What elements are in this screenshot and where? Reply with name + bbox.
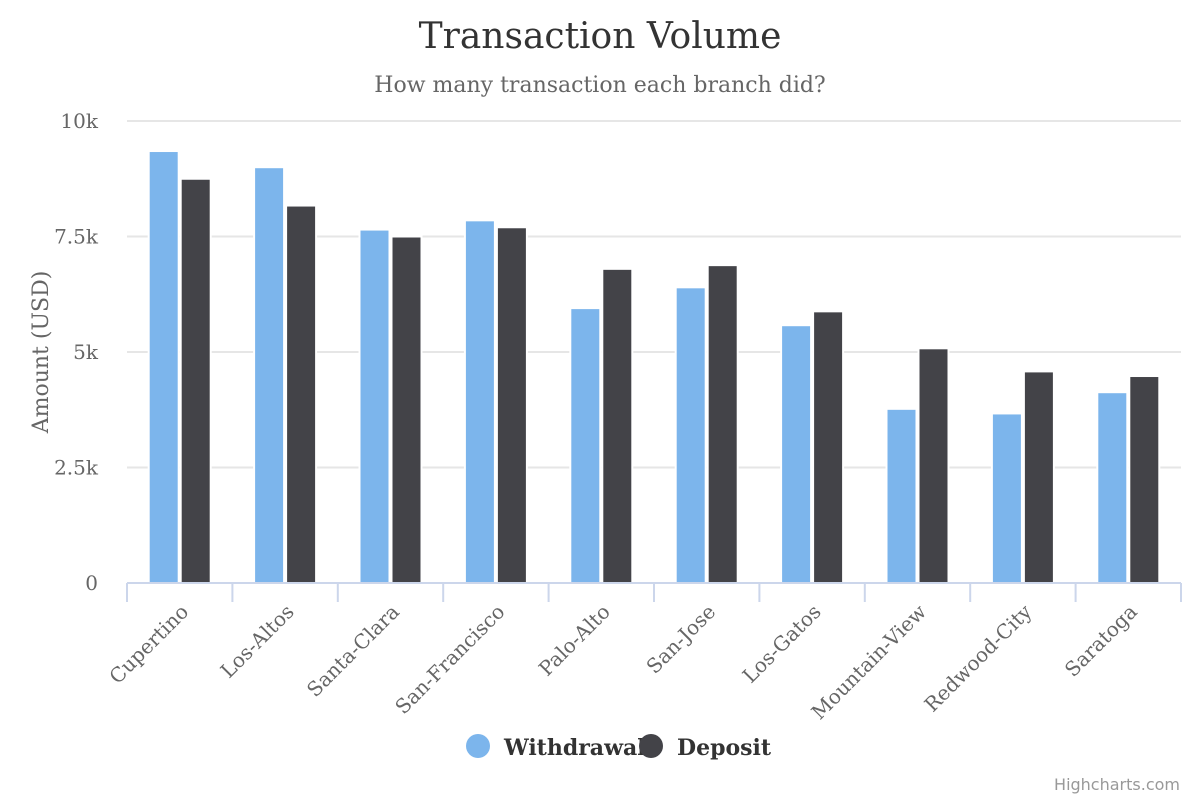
y-tick-label: 7.5k bbox=[54, 225, 99, 249]
bar-withdrawal[interactable] bbox=[674, 286, 707, 584]
bar-deposit[interactable] bbox=[601, 267, 634, 584]
legend-item-deposit[interactable]: Deposit bbox=[639, 734, 772, 761]
x-tick-label: Saratoga bbox=[1060, 600, 1142, 682]
chart-subtitle: How many transaction each branch did? bbox=[374, 73, 825, 98]
bar-withdrawal[interactable] bbox=[463, 219, 496, 585]
bar-withdrawal[interactable] bbox=[1096, 391, 1129, 584]
bar-withdrawal[interactable] bbox=[990, 412, 1023, 585]
legend: Withdrawal Deposit bbox=[466, 734, 772, 761]
x-tick-label: Los-Gatos bbox=[738, 600, 826, 688]
y-tick-label: 0 bbox=[85, 571, 98, 595]
x-tick-label: Los-Altos bbox=[216, 600, 299, 683]
x-tick-label: Palo-Alto bbox=[534, 600, 615, 681]
y-axis-ticks: 0 2.5k 5k 7.5k 10k bbox=[54, 109, 99, 595]
chart-title: Transaction Volume bbox=[419, 16, 782, 57]
x-tick-label: Cupertino bbox=[104, 600, 193, 689]
x-axis-ticks: Cupertino Los-Altos Santa-ClaraSan-Francis… bbox=[104, 599, 1142, 724]
bar-withdrawal[interactable] bbox=[780, 324, 813, 584]
bar-deposit[interactable] bbox=[917, 347, 950, 584]
y-axis-title: Amount (USD) bbox=[29, 271, 54, 435]
bar-withdrawal[interactable] bbox=[885, 407, 918, 584]
credits: Highcharts.com bbox=[1054, 775, 1180, 794]
bar-deposit[interactable] bbox=[706, 264, 739, 584]
bar-deposit[interactable] bbox=[179, 177, 212, 584]
x-tick-label: Redwood-City bbox=[919, 599, 1037, 717]
bar-withdrawal[interactable] bbox=[253, 166, 286, 584]
bar-deposit[interactable] bbox=[1128, 375, 1161, 584]
y-tick-label: 10k bbox=[60, 109, 98, 133]
x-tick-label: San-Francisco bbox=[390, 600, 509, 719]
x-tick-label: Santa-Clara bbox=[302, 600, 404, 702]
legend-label: Withdrawal bbox=[503, 735, 646, 761]
x-axis bbox=[126, 582, 1182, 602]
bar-deposit[interactable] bbox=[812, 310, 845, 584]
x-tick-label: San-Jose bbox=[641, 600, 720, 679]
bars bbox=[147, 150, 1161, 585]
y-tick-label: 2.5k bbox=[54, 456, 99, 480]
bar-deposit[interactable] bbox=[495, 226, 528, 584]
legend-symbol bbox=[639, 734, 663, 758]
x-tick-label: Mountain-View bbox=[806, 600, 931, 725]
bar-deposit[interactable] bbox=[285, 204, 318, 585]
bar-withdrawal[interactable] bbox=[569, 307, 602, 584]
y-tick-label: 5k bbox=[73, 340, 99, 364]
legend-label: Deposit bbox=[677, 735, 772, 761]
bar-withdrawal[interactable] bbox=[358, 228, 391, 584]
bar-deposit[interactable] bbox=[390, 235, 423, 584]
bar-deposit[interactable] bbox=[1022, 370, 1055, 584]
bar-withdrawal[interactable] bbox=[147, 150, 180, 584]
legend-item-withdrawal[interactable]: Withdrawal bbox=[466, 734, 646, 761]
legend-symbol bbox=[466, 734, 490, 758]
